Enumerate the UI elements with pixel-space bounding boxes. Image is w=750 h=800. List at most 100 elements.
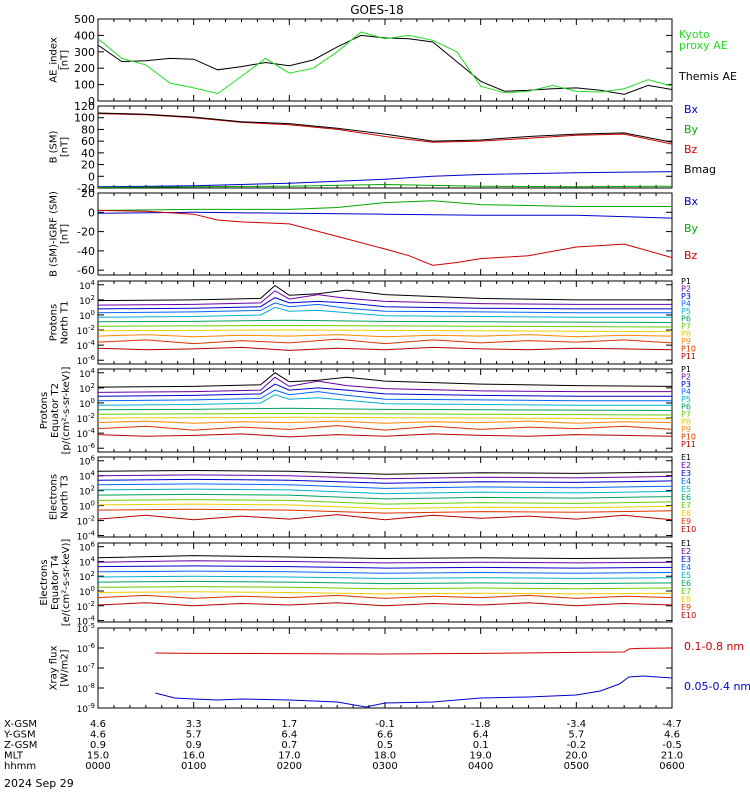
legend-e5: E5 bbox=[681, 485, 691, 494]
legend-p6: P6 bbox=[681, 403, 691, 412]
legend-bz: Bz bbox=[684, 143, 698, 156]
legend-e1: E1 bbox=[681, 539, 691, 548]
y-tick-label: 10-8 bbox=[77, 682, 95, 695]
series-line-p6 bbox=[98, 319, 672, 323]
legend-bx: Bx bbox=[684, 103, 699, 116]
y-tick-label: 100 bbox=[74, 79, 95, 92]
series-line-p4 bbox=[98, 389, 672, 402]
legend-e6: E6 bbox=[681, 579, 691, 588]
y-tick-label: 104 bbox=[79, 279, 95, 292]
series-line-bmag bbox=[98, 112, 672, 143]
row-value: 5.7 bbox=[186, 730, 202, 741]
series-line-p2 bbox=[98, 376, 672, 393]
panel-frame bbox=[97, 192, 673, 276]
legend-p7: P7 bbox=[681, 322, 691, 331]
y-tick-label: 104 bbox=[79, 470, 95, 483]
legend-p6: P6 bbox=[681, 315, 691, 324]
series-line-0-05-0-4-nm bbox=[155, 675, 672, 708]
legend-p4: P4 bbox=[681, 388, 691, 397]
row-value: 19.0 bbox=[470, 751, 492, 762]
series-line-p6 bbox=[98, 407, 672, 411]
legend-p10: P10 bbox=[681, 345, 696, 354]
series-line-p8 bbox=[98, 329, 672, 333]
legend-proxy-ae: proxy AE bbox=[679, 39, 728, 52]
panel-8: 10-5 10-6 10-7 10-8 10-9 Xray flux [W/m2] 0.1-0… bbox=[49, 622, 750, 715]
date-label: 2024 Sep 29 bbox=[4, 777, 74, 790]
y-tick-label: 10-6 bbox=[77, 442, 96, 455]
series-line-kyoto-proxy-ae bbox=[98, 31, 672, 95]
row-value: 0500 bbox=[564, 761, 589, 772]
y-axis-label: B (SM) bbox=[49, 130, 60, 163]
panel-frame bbox=[97, 105, 673, 189]
panel-frame bbox=[97, 456, 673, 538]
series-line-by bbox=[98, 183, 672, 188]
series-line-e8 bbox=[98, 503, 672, 510]
y-tick-label: 100 bbox=[74, 112, 95, 125]
legend-e4: E4 bbox=[681, 563, 691, 572]
series-line-e8 bbox=[98, 591, 672, 595]
legend-e5: E5 bbox=[681, 571, 691, 580]
series-line-e9 bbox=[98, 594, 672, 599]
row-value: -0.2 bbox=[567, 740, 587, 751]
y-tick-label: 0 bbox=[88, 95, 95, 108]
y-tick-label: 100 bbox=[79, 397, 95, 410]
legend-p3: P3 bbox=[681, 292, 691, 301]
y-axis-label: Equator T2 bbox=[50, 383, 61, 438]
series-line-p4 bbox=[98, 302, 672, 314]
y-axis-label: Protons bbox=[39, 392, 50, 429]
y-tick-label: 20 bbox=[81, 159, 95, 172]
y-tick-label: 60 bbox=[81, 135, 95, 148]
y-tick-label: 10-4 bbox=[77, 530, 96, 543]
series-line-p5 bbox=[98, 306, 672, 318]
legend-0-1-0-8-nm: 0.1-0.8 nm bbox=[684, 640, 744, 653]
y-tick-label: 400 bbox=[74, 29, 95, 42]
row-value: 0200 bbox=[277, 761, 302, 772]
row-value: 21.0 bbox=[661, 751, 683, 762]
y-tick-label: 10-6 bbox=[77, 642, 96, 655]
series-line-p9 bbox=[98, 334, 672, 338]
y-tick-label: 104 bbox=[79, 555, 95, 568]
panel-3: -60 -40 -20 0 20 B (SM)-IGRF (SM) [nT] Bx By Bz bbox=[49, 187, 699, 277]
y-tick-label: 0 bbox=[88, 170, 95, 183]
series-line-e2 bbox=[98, 474, 672, 480]
y-tick-label: 80 bbox=[81, 123, 95, 136]
y-tick-label: 120 bbox=[74, 100, 95, 113]
y-axis-label: AE_index bbox=[49, 37, 60, 83]
y-axis-label: [p/(cm²-s-sr-keV)] bbox=[61, 367, 72, 455]
y-tick-label: 10-7 bbox=[77, 662, 95, 675]
row-value: 4.6 bbox=[90, 719, 106, 730]
series-line-p3 bbox=[98, 383, 672, 397]
y-tick-label: -40 bbox=[77, 245, 95, 258]
row-value: 0.9 bbox=[90, 740, 106, 751]
legend-p2: P2 bbox=[681, 285, 691, 294]
row-value: 15.0 bbox=[87, 751, 109, 762]
y-tick-label: -20 bbox=[77, 226, 95, 239]
y-tick-label: 102 bbox=[79, 294, 95, 307]
y-tick-label: 300 bbox=[74, 46, 95, 59]
y-tick-label: 0 bbox=[88, 206, 95, 219]
row-value: 0.1 bbox=[473, 740, 489, 751]
panel-frame bbox=[97, 627, 673, 709]
legend-e7: E7 bbox=[681, 501, 691, 510]
row-value: 0.7 bbox=[281, 740, 297, 751]
legend-p9: P9 bbox=[681, 337, 691, 346]
series-line-p1 bbox=[98, 372, 672, 388]
y-axis-label: Equator T4 bbox=[50, 555, 61, 610]
legend-e6: E6 bbox=[681, 493, 691, 502]
row-value: 3.3 bbox=[186, 719, 202, 730]
series-line-e1 bbox=[98, 469, 672, 475]
y-tick-label: 40 bbox=[81, 147, 95, 160]
legend-p3: P3 bbox=[681, 380, 691, 389]
y-axis-label: B (SM)-IGRF (SM) bbox=[49, 191, 60, 277]
y-tick-label: 500 bbox=[74, 13, 95, 26]
row-value: 4.6 bbox=[664, 730, 680, 741]
y-axis-label: North T3 bbox=[60, 475, 71, 519]
legend-p1: P1 bbox=[681, 277, 691, 286]
legend-e9: E9 bbox=[681, 517, 691, 526]
row-label-x-gsm: X-GSM bbox=[4, 719, 37, 730]
series-line-0-1-0-8-nm bbox=[155, 647, 672, 655]
row-value: 1.7 bbox=[281, 719, 297, 730]
legend-p4: P4 bbox=[681, 300, 691, 309]
series-line-e9 bbox=[98, 508, 672, 514]
